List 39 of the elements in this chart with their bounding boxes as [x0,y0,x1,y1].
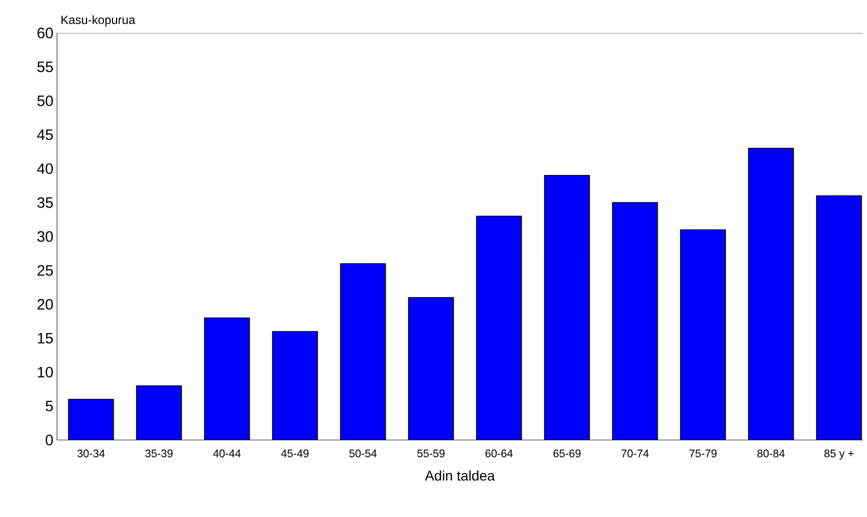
bar [816,195,862,440]
bar [204,318,250,440]
y-tick-label: 55 [37,62,53,72]
x-tick-label: 50-54 [349,450,377,458]
x-tick-label: 45-49 [281,450,309,458]
bar [136,385,182,440]
y-tick-label: 20 [38,299,53,310]
bar [680,229,726,440]
bar [612,202,658,440]
x-tick-label: 70-74 [622,450,649,458]
y-tick-label: 40 [37,163,53,174]
y-tick-label: 60 [38,28,53,38]
x-tick-label: 35-39 [145,450,173,458]
x-tick-label: 65-69 [554,450,581,458]
y-tick-label: 10 [38,366,53,378]
y-tick-label: 35 [37,197,53,208]
y-tick-label: 15 [38,333,53,344]
y-tick-label: 25 [38,265,53,276]
y-tick-label: 0 [46,434,53,446]
x-tick-label: 30-34 [77,450,105,458]
y-tick-label: 50 [37,96,53,106]
y-tick-label: 30 [37,231,53,242]
x-tick-label: 55-59 [417,450,445,458]
bar [68,398,114,440]
y-tick-label: 5 [46,400,53,412]
y-axis-title: Kasu-kopurua [62,15,136,26]
bar [408,297,454,440]
bar [340,263,386,440]
x-tick-label: 40-44 [213,450,241,458]
bar [272,331,318,440]
bar [748,148,794,440]
bar [544,175,590,440]
x-axis-title: Adin taldea [424,470,495,481]
x-tick-label: 75-79 [690,450,717,458]
x-tick-label: 85 y + [824,450,854,460]
bar [476,216,522,440]
x-tick-label: 80-84 [757,450,785,458]
y-tick-label: 45 [37,130,53,140]
x-tick-label: 60-64 [486,450,513,458]
